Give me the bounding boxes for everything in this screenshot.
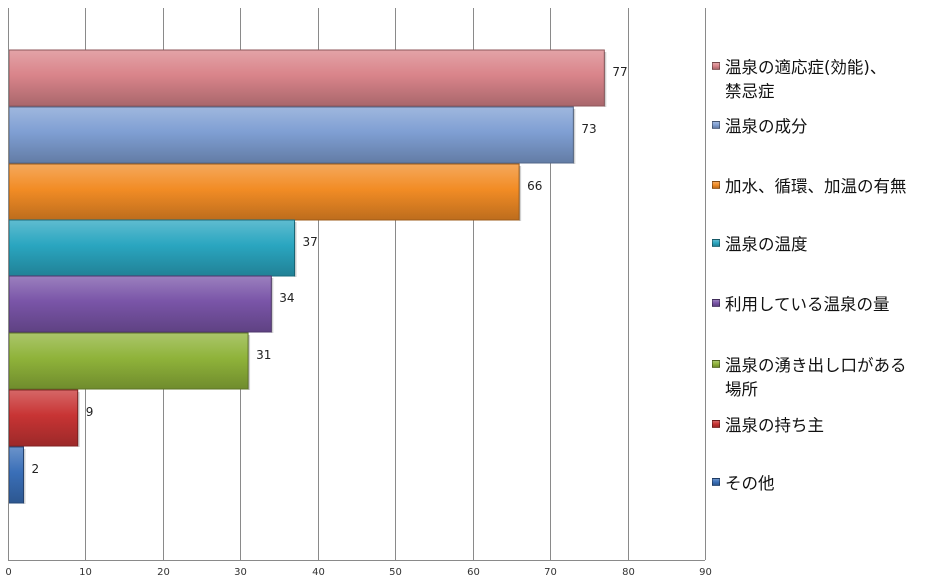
x-tick-label: 10 (79, 567, 92, 578)
legend-swatch (712, 420, 720, 428)
data-label: 66 (527, 179, 542, 193)
legend-label-line: 温泉の持ち主 (725, 416, 824, 435)
bar (8, 219, 296, 277)
legend-label: 温泉の湧き出し口がある 場所 (725, 354, 907, 402)
bar (8, 389, 79, 447)
legend-label: 利用している温泉の量 (725, 293, 890, 317)
legend-label-line: 加水、循環、加温の有無 (725, 177, 907, 196)
legend-item: 温泉の温度 (712, 233, 808, 257)
bar (8, 163, 520, 221)
bar (8, 275, 272, 333)
legend-label: 加水、循環、加温の有無 (725, 175, 907, 199)
data-label: 37 (303, 235, 318, 249)
legend-item: その他 (712, 472, 775, 496)
x-tick-label: 20 (157, 567, 170, 578)
legend-swatch (712, 121, 720, 129)
bar (8, 446, 24, 504)
bar-shadow (294, 222, 297, 277)
data-label: 2 (31, 462, 39, 476)
x-tick-label: 50 (389, 567, 402, 578)
bar-shadow (519, 166, 522, 221)
value-labels: 77 73 66 37 34 31 9 2 (31, 65, 627, 476)
bar (8, 49, 605, 107)
legend-item: 温泉の持ち主 (712, 414, 824, 438)
legend-item: 温泉の適応症(効能)、 禁忌症 (712, 56, 886, 104)
legend-label-line: 利用している温泉の量 (725, 295, 890, 314)
legend-label-line: 温泉の湧き出し口がある (725, 356, 907, 375)
legend-label-line: その他 (725, 474, 775, 493)
bar-shadow (573, 109, 576, 164)
legend-swatch (712, 181, 720, 189)
data-label: 77 (612, 65, 627, 79)
legend-swatch (712, 299, 720, 307)
legend-label: 温泉の成分 (725, 115, 808, 139)
x-tick-label: 70 (544, 567, 557, 578)
legend-swatch (712, 360, 720, 368)
legend-label-line: 温泉の適応症(効能)、 (725, 58, 887, 77)
bar (8, 332, 249, 390)
bar-shadow (248, 335, 251, 390)
legend-label-line: 温泉の温度 (725, 235, 808, 254)
legend-swatch (712, 239, 720, 247)
legend-label: 温泉の適応症(効能)、 禁忌症 (725, 56, 886, 104)
data-label: 31 (256, 348, 271, 362)
legend-item: 温泉の湧き出し口がある 場所 (712, 354, 907, 402)
data-label: 34 (279, 291, 294, 305)
x-tick-label: 40 (312, 567, 325, 578)
x-tick-label: 90 (699, 567, 712, 578)
bars (8, 49, 607, 504)
x-tick-label: 30 (234, 567, 247, 578)
bar-shadow (271, 278, 274, 333)
bar-shadow (604, 52, 607, 107)
bar (8, 106, 574, 164)
bar-shadow (23, 449, 26, 504)
legend-item: 温泉の成分 (712, 115, 808, 139)
legend-label-line: 場所 (725, 380, 758, 399)
legend-label: 温泉の持ち主 (725, 414, 824, 438)
legend-item: 加水、循環、加温の有無 (712, 175, 907, 199)
x-tick-label: 60 (467, 567, 480, 578)
x-tick-label: 0 (5, 567, 11, 578)
x-axis: 0 10 20 30 40 50 60 70 80 90 (5, 8, 712, 578)
legend-label: 温泉の温度 (725, 233, 808, 257)
x-tick-label: 80 (622, 567, 635, 578)
legend-label-line: 禁忌症 (725, 82, 775, 101)
data-label: 73 (581, 122, 596, 136)
legend-item: 利用している温泉の量 (712, 293, 890, 317)
legend: 温泉の適応症(効能)、 禁忌症温泉の成分加水、循環、加温の有無 温泉の温度利用してい… (712, 0, 934, 583)
bar-shadow (77, 392, 80, 447)
data-label: 9 (86, 405, 94, 419)
legend-label: その他 (725, 472, 775, 496)
legend-label-line: 温泉の成分 (725, 117, 808, 136)
legend-swatch (712, 62, 720, 70)
legend-swatch (712, 478, 720, 486)
